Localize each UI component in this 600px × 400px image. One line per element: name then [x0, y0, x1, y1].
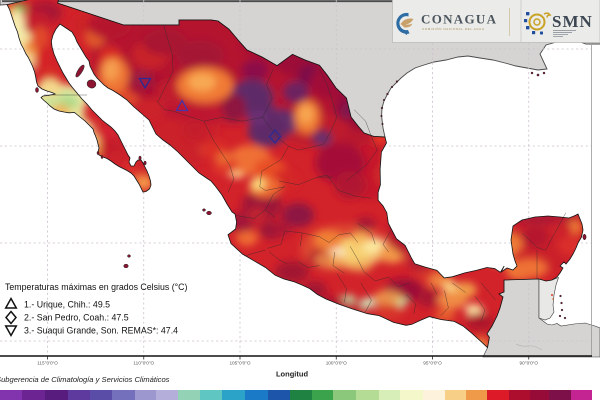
svg-text:Temperaturas máximas en grados: Temperaturas máximas en grados Celsius (… — [5, 282, 188, 292]
svg-text:1.- Urique, Chih.: 49.5: 1.- Urique, Chih.: 49.5 — [24, 300, 110, 310]
svg-text:105°0'0"O: 105°0'0"O — [229, 361, 250, 366]
svg-text:100°0'0"O: 100°0'0"O — [326, 361, 347, 366]
svg-text:115°0'0"O: 115°0'0"O — [37, 361, 58, 366]
svg-text:3.- Suaqui Grande, Son. REMAS*: 3.- Suaqui Grande, Son. REMAS*: 47.4 — [24, 326, 178, 336]
svg-text:Subgerencia de Climatología y: Subgerencia de Climatología y Servicios … — [0, 375, 170, 384]
svg-text:SMN: SMN — [552, 12, 593, 31]
svg-text:COMISIÓN NACIONAL DEL AGUA: COMISIÓN NACIONAL DEL AGUA — [422, 26, 485, 31]
svg-text:95°0'0"O: 95°0'0"O — [423, 361, 442, 366]
svg-text:110°0'0"O: 110°0'0"O — [133, 361, 154, 366]
svg-text:CONAGUA: CONAGUA — [421, 12, 497, 27]
svg-text:90°0'0"O: 90°0'0"O — [519, 361, 538, 366]
svg-text:2.- San Pedro, Coah.: 47.5: 2.- San Pedro, Coah.: 47.5 — [24, 313, 129, 323]
svg-text:Longitud: Longitud — [276, 370, 308, 379]
